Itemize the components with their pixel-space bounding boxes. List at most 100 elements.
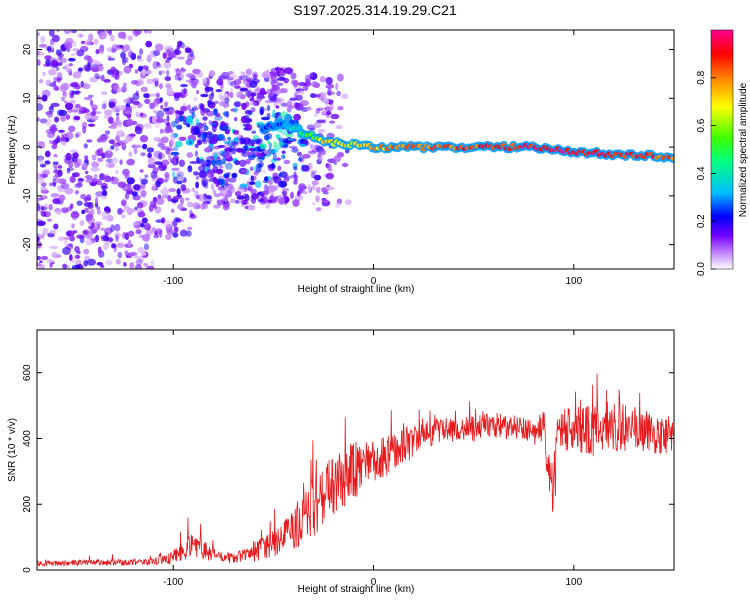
spectrogram-speckle <box>228 177 237 183</box>
spectrogram-speckle <box>123 205 130 211</box>
spectrogram-speckle <box>40 210 47 217</box>
spectrogram-speckle <box>325 172 334 180</box>
spectrogram-speckle <box>264 108 268 112</box>
spectrogram-speckle <box>154 43 164 52</box>
spectrogram-speckle <box>99 173 105 181</box>
spectrogram-speckle <box>152 50 161 56</box>
spectrogram-speckle <box>69 254 73 261</box>
spectrogram-speckle <box>298 157 303 162</box>
spectrogram-speckle <box>170 208 175 214</box>
spectrogram-speckle <box>60 182 70 189</box>
spectrogram-speckle <box>193 126 200 135</box>
spectrogram-speckle <box>311 180 319 186</box>
spectrogram-speckle <box>137 55 142 60</box>
spectrogram-speckle <box>134 206 138 211</box>
spectrogram-speckle <box>110 66 117 75</box>
spectrogram-speckle <box>65 230 75 237</box>
spectrogram-speckle <box>100 227 105 231</box>
spectrogram-speckle <box>64 157 71 165</box>
spectrogram-speckle <box>37 196 40 204</box>
spectrogram-speckle <box>115 112 120 116</box>
spectrogram-speckle <box>138 65 143 72</box>
spectrogram-speckle <box>176 124 183 130</box>
spectrogram-speckle <box>278 197 286 205</box>
spectrogram-speckle <box>131 80 138 85</box>
spectrogram-speckle <box>133 30 140 34</box>
spectrogram-speckle <box>56 185 64 190</box>
spectrogram-speckle <box>249 97 255 102</box>
spectrogram-speckle <box>193 190 199 198</box>
spectrogram-speckle <box>61 207 69 213</box>
spectrogram-speckle <box>202 122 207 127</box>
spectrogram-speckle <box>87 201 94 210</box>
spectrogram-speckle <box>189 214 197 219</box>
spectrogram-speckle <box>68 125 76 133</box>
spectrogram-speckle <box>222 102 230 108</box>
spectrogram-speckle <box>43 203 49 211</box>
spectrogram-speckle <box>171 167 180 171</box>
spectrogram-speckle <box>159 83 163 90</box>
spectrogram-speckle <box>46 46 52 52</box>
y-tick-label: 0 <box>22 567 33 573</box>
spectrogram-speckle <box>183 88 188 95</box>
spectrogram-speckle <box>118 120 123 128</box>
spectrogram-speckle <box>176 188 181 196</box>
spectrogram-speckle <box>130 52 137 61</box>
spectrogram-speckle <box>192 202 201 210</box>
spectrogram-speckle <box>194 143 199 149</box>
colorbar-gradient <box>710 29 734 270</box>
spectrogram-speckle <box>287 137 294 141</box>
spectrogram-speckle <box>87 230 93 234</box>
spectrogram-speckle <box>155 219 164 223</box>
spectrogram-speckle <box>320 149 327 156</box>
spectrogram-speckle <box>140 223 145 228</box>
spectrogram-speckle <box>68 57 76 62</box>
spectrogram-speckle <box>175 110 180 114</box>
spectrogram-speckle <box>97 157 104 163</box>
spectrogram-speckle <box>41 232 45 239</box>
spectrogram-speckle <box>202 203 209 210</box>
spectrogram-speckle <box>140 189 147 198</box>
spectrogram-speckle <box>100 195 107 200</box>
spectrogram-speckle <box>206 195 212 200</box>
colorbar-label: Normalized spectral amplitude <box>738 82 749 217</box>
spectrogram-speckle <box>139 48 144 56</box>
spectrogram-speckle <box>188 74 197 79</box>
spectrogram-speckle <box>83 64 91 72</box>
spectrogram-speckle <box>116 140 123 146</box>
spectrogram-speckle <box>155 91 161 99</box>
spectrogram-speckle <box>136 102 143 108</box>
spectrogram-speckle <box>129 133 136 137</box>
spectrogram-speckle <box>173 226 179 233</box>
spectrogram-speckle <box>240 71 246 75</box>
spectrogram-speckle <box>49 139 53 145</box>
spectrogram-speckle <box>165 122 170 126</box>
x-tick-label: 100 <box>565 577 582 588</box>
spectrogram-speckle <box>311 185 316 191</box>
spectrogram-x-axis-label: Height of straight line (km) <box>298 284 415 295</box>
snr-y-ticks: 0 200 400 600 <box>22 364 674 573</box>
spectrogram-speckle <box>69 235 75 242</box>
spectrogram-speckle <box>298 183 306 190</box>
spectrogram-speckle <box>316 107 324 111</box>
spectrogram-speckle <box>127 50 134 58</box>
spectrogram-speckle <box>101 91 108 96</box>
spectrogram-ridge <box>259 119 674 164</box>
spectrogram-speckle <box>84 175 93 180</box>
spectrogram-speckle <box>114 223 121 232</box>
spectrogram-y-ticks: -20 -10 0 10 20 <box>22 44 674 252</box>
spectrogram-speckle <box>123 111 132 115</box>
spectrogram-speckle <box>244 109 252 115</box>
spectrogram-speckle <box>230 108 239 112</box>
spectrogram-speckle <box>63 100 68 104</box>
spectrogram-speckle <box>74 161 81 169</box>
spectrogram-speckle <box>56 135 61 143</box>
spectrogram-speckle <box>71 90 76 95</box>
spectrogram-speckle <box>74 183 83 189</box>
spectrogram-speckle <box>57 165 63 169</box>
spectrogram-speckle <box>302 190 308 195</box>
spectrogram-speckle <box>129 48 133 54</box>
spectrogram-speckle <box>258 90 267 96</box>
spectrogram-speckle <box>146 147 155 153</box>
